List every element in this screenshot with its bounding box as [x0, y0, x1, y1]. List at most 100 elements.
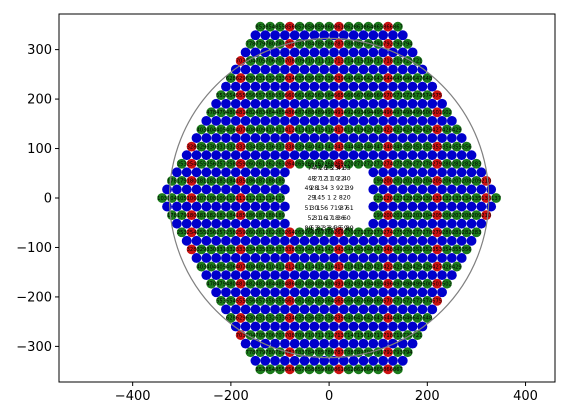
center-number-label: 6 [324, 205, 328, 212]
cell-number-label: 263 [275, 230, 285, 236]
array-cell [265, 313, 276, 323]
array-cell [378, 81, 389, 92]
array-cell [329, 47, 339, 58]
cell-number-label: 866 [383, 24, 393, 30]
array-cell [206, 193, 217, 203]
array-cell [245, 278, 256, 289]
array-cell [284, 261, 295, 272]
cell-number-label: 563 [314, 93, 324, 99]
array-cell [329, 115, 339, 126]
cell-number-label: 557 [255, 93, 265, 99]
array-cell [388, 235, 398, 246]
array-cell [201, 270, 212, 281]
array-cell [289, 150, 300, 161]
array-cell [191, 150, 202, 161]
cell-number-label: 201 [393, 213, 403, 219]
cell-number-label: 354 [442, 144, 453, 150]
array-cell [378, 338, 389, 349]
cell-number-label: 282 [462, 162, 472, 168]
array-cell [446, 167, 457, 178]
center-number-label: 7 [330, 205, 334, 212]
array-cell [363, 124, 374, 135]
cell-number-label: 559 [275, 299, 285, 305]
y-tick-label: 200 [27, 93, 52, 108]
center-number-label: 49 [305, 185, 313, 192]
array-cell [260, 304, 271, 315]
array-cell [289, 47, 300, 58]
array-cell [378, 321, 389, 332]
array-cell [437, 235, 447, 246]
cell-number-label: 485 [275, 281, 285, 287]
array-cell [392, 158, 403, 169]
array-cell [383, 295, 393, 306]
array-cell [260, 218, 271, 229]
array-cell [378, 218, 389, 229]
center-cell [334, 175, 344, 186]
cell-number-label: 348 [383, 247, 393, 253]
cell-number-label: 262 [265, 230, 275, 236]
array-cell [294, 330, 305, 340]
array-cell [451, 141, 462, 152]
array-cell [304, 124, 315, 135]
array-cell [368, 270, 379, 281]
cell-number-label: 204 [422, 213, 433, 219]
array-cell [353, 158, 364, 169]
cell-number-label: 865 [373, 367, 383, 373]
array-cell [250, 81, 261, 92]
array-cell [304, 141, 315, 152]
array-cell [289, 338, 300, 349]
array-cell [324, 124, 335, 135]
center-number-label: 33 [322, 225, 330, 232]
cell-number-label: 496 [383, 110, 393, 116]
array-cell [363, 227, 374, 238]
cell-number-label: 344 [344, 144, 355, 150]
array-cell [250, 253, 261, 263]
array-cell [255, 141, 266, 152]
cell-number-label: 345 [354, 144, 364, 150]
array-cell [255, 158, 266, 169]
array-cell [388, 115, 398, 126]
array-cell [270, 47, 280, 58]
cell-number-label: 642 [363, 76, 373, 82]
cell-number-label: 414 [305, 127, 316, 133]
cell-number-label: 485 [275, 110, 285, 116]
array-cell [461, 175, 472, 186]
array-cell [230, 98, 241, 109]
array-cell [240, 184, 251, 195]
cell-number-label: 207 [452, 213, 462, 219]
cell-number-label: 715 [354, 333, 364, 339]
array-cell [314, 124, 325, 135]
array-cell [260, 253, 271, 263]
center-cell [319, 201, 330, 212]
cell-number-label: 350 [403, 247, 413, 253]
array-cell [201, 167, 212, 178]
cell-number-label: 204 [422, 179, 433, 185]
cell-number-label: 346 [363, 247, 373, 253]
cell-number-label: 332 [226, 144, 236, 150]
cell-number-label: 186 [246, 213, 256, 219]
array-cell [324, 278, 335, 289]
cell-number-label: 279 [432, 230, 442, 236]
array-cell [245, 175, 256, 186]
array-cell [201, 150, 212, 161]
cell-number-label: 787 [334, 350, 344, 356]
array-cell [392, 210, 403, 221]
array-cell [466, 150, 477, 161]
array-cell [363, 278, 374, 289]
array-cell [225, 295, 236, 306]
center-cell [309, 167, 320, 178]
center-cell [324, 175, 335, 186]
array-cell [324, 21, 335, 32]
cell-number-label: 273 [373, 162, 383, 168]
array-cell [363, 295, 374, 306]
array-cell [334, 158, 344, 169]
array-cell [319, 270, 330, 281]
array-cell [250, 98, 261, 109]
array-cell [368, 321, 379, 332]
array-cell [456, 201, 467, 212]
cell-number-label: 864 [363, 367, 374, 373]
cell-number-label: 356 [462, 144, 472, 150]
array-cell [407, 253, 418, 263]
center-cell [304, 210, 315, 221]
center-number-label: 37 [340, 205, 348, 212]
